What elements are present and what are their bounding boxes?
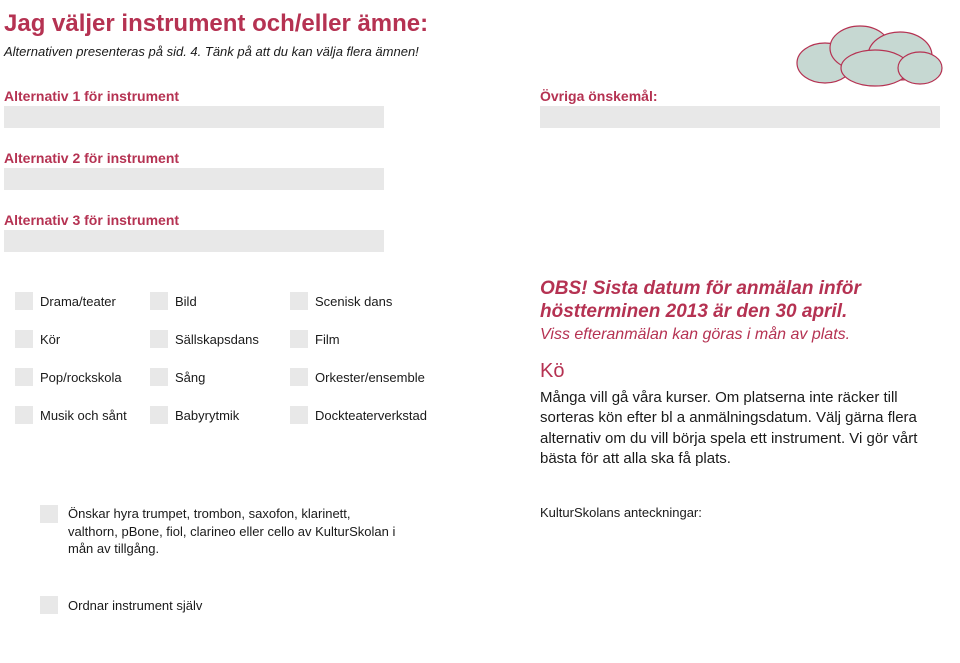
cb-sang-label: Sång: [175, 370, 205, 385]
obs-heading: OBS! Sista datum för anmälan inför höstt…: [540, 278, 940, 324]
cb-bild[interactable]: [150, 292, 168, 310]
cb-baby-label: Babyrytmik: [175, 408, 239, 423]
page-subheading: Alternativen presenteras på sid. 4. Tänk…: [4, 44, 419, 59]
cb-dock[interactable]: [290, 406, 308, 424]
alt1-label: Alternativ 1 för instrument: [4, 88, 179, 104]
own-label: Ordnar instrument själv: [68, 598, 202, 613]
alt2-label: Alternativ 2 för instrument: [4, 150, 179, 166]
cb-kor[interactable]: [15, 330, 33, 348]
ovriga-label: Övriga önskemål:: [540, 88, 658, 104]
cb-orkester[interactable]: [290, 368, 308, 386]
cb-scenisk[interactable]: [290, 292, 308, 310]
cb-baby[interactable]: [150, 406, 168, 424]
cb-film-label: Film: [315, 332, 340, 347]
cb-sallskap[interactable]: [150, 330, 168, 348]
cb-rent[interactable]: [40, 505, 58, 523]
cb-scenisk-label: Scenisk dans: [315, 294, 392, 309]
cloud-decoration: [790, 18, 950, 88]
rent-text: Önskar hyra trumpet, trombon, saxofon, k…: [68, 505, 398, 558]
ko-heading: Kö: [540, 360, 564, 383]
cb-pop-label: Pop/rockskola: [40, 370, 122, 385]
cb-kor-label: Kör: [40, 332, 60, 347]
cb-drama-label: Drama/teater: [40, 294, 116, 309]
obs-sub: Viss efteranmälan kan göras i mån av pla…: [540, 326, 940, 344]
ovriga-input[interactable]: [540, 106, 940, 128]
cb-musik[interactable]: [15, 406, 33, 424]
page-heading: Jag väljer instrument och/eller ämne:: [4, 10, 428, 38]
alt3-label: Alternativ 3 för instrument: [4, 212, 179, 228]
notes-label: KulturSkolans anteckningar:: [540, 505, 702, 520]
cb-drama[interactable]: [15, 292, 33, 310]
cb-musik-label: Musik och sånt: [40, 408, 127, 423]
cb-film[interactable]: [290, 330, 308, 348]
alt1-input[interactable]: [4, 106, 384, 128]
cb-sallskap-label: Sällskapsdans: [175, 332, 259, 347]
cb-bild-label: Bild: [175, 294, 197, 309]
alt3-input[interactable]: [4, 230, 384, 252]
cb-pop[interactable]: [15, 368, 33, 386]
cb-orkester-label: Orkester/ensemble: [315, 370, 425, 385]
cb-dock-label: Dockteaterverkstad: [315, 408, 427, 423]
alt2-input[interactable]: [4, 168, 384, 190]
cb-own[interactable]: [40, 596, 58, 614]
cb-sang[interactable]: [150, 368, 168, 386]
ko-body: Många vill gå våra kurser. Om platserna …: [540, 388, 950, 469]
